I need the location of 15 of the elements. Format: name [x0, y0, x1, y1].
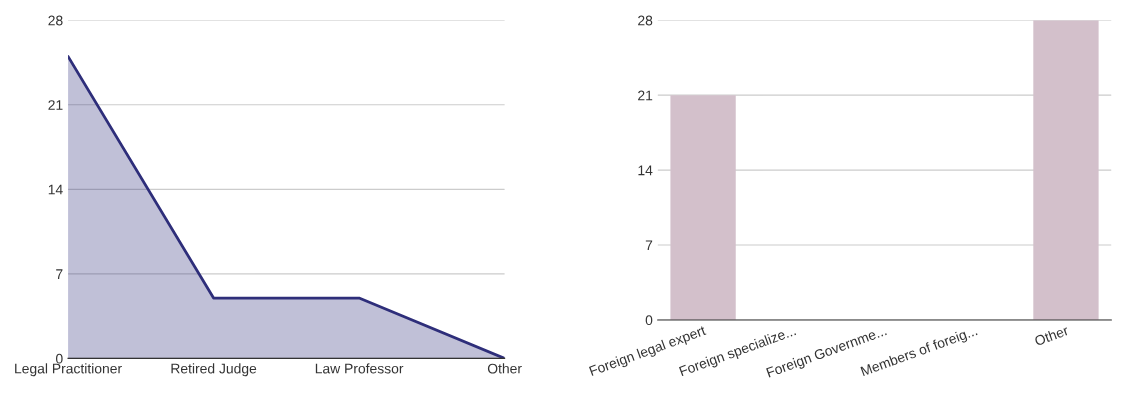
y-tick-label: 21: [48, 100, 63, 110]
x-tick-label: Retired Judge: [171, 363, 257, 377]
y-tick-label: 28: [638, 15, 653, 26]
y-tick-label: 0: [645, 315, 653, 326]
y-tick-label: 21: [638, 90, 653, 101]
y-tick-label: 7: [645, 240, 653, 251]
y-tick-label: 0: [56, 353, 63, 364]
x-tick-label: Law Professor: [315, 363, 404, 374]
y-tick-label: 14: [638, 165, 653, 176]
x-tick-label: Other: [1033, 324, 1070, 347]
x-tick-label: Other: [487, 363, 522, 374]
y-tick-label: 7: [56, 269, 63, 279]
y-tick-label: 28: [48, 15, 63, 26]
x-tick-label: Legal Practitioner: [15, 363, 122, 377]
y-tick-label: 14: [48, 184, 63, 195]
